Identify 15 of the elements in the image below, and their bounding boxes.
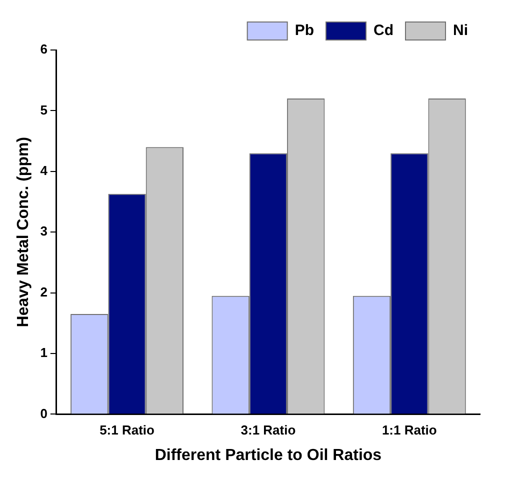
x-tick-label: 5:1 Ratio: [100, 422, 155, 438]
legend-label: Ni: [453, 22, 468, 40]
x-tick-label: 3:1 Ratio: [240, 422, 296, 438]
y-tick-label: 1: [40, 345, 48, 360]
x-axis-title: Different Particle to Oil Ratios: [154, 446, 382, 464]
y-tick-label: 2: [40, 284, 48, 300]
y-tick-label: 6: [40, 42, 48, 57]
y-tick-label: 0: [40, 406, 48, 421]
legend-label: Pb: [294, 22, 314, 40]
y-tick-label: 3: [40, 224, 48, 239]
y-tick-label: 5: [40, 102, 48, 118]
x-tick-label: 1:1 Ratio: [382, 422, 437, 438]
legend-label: Cd: [374, 22, 394, 40]
y-axis-title: Heavy Metal Conc. (ppm): [15, 136, 32, 328]
y-tick-label: 4: [40, 162, 48, 178]
